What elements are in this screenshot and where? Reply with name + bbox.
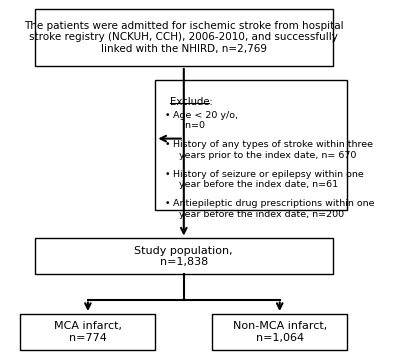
Text: History of seizure or epilepsy within one
  year before the index date, n=61: History of seizure or epilepsy within on… — [173, 170, 364, 189]
Text: Exclude:: Exclude: — [170, 97, 212, 106]
Text: Antiepileptic drug prescriptions within one
  year before the index date, n=200: Antiepileptic drug prescriptions within … — [173, 199, 375, 219]
FancyBboxPatch shape — [35, 239, 333, 274]
FancyBboxPatch shape — [35, 9, 333, 66]
Text: Age < 20 y/o,
    n=0: Age < 20 y/o, n=0 — [173, 111, 238, 130]
Text: •: • — [164, 199, 170, 208]
Text: •: • — [164, 111, 170, 120]
FancyBboxPatch shape — [212, 314, 347, 350]
FancyBboxPatch shape — [20, 314, 155, 350]
Text: •: • — [164, 170, 170, 179]
Text: •: • — [164, 140, 170, 150]
Text: MCA infarct,
n=774: MCA infarct, n=774 — [54, 321, 122, 343]
Text: History of any types of stroke within three
  years prior to the index date, n= : History of any types of stroke within th… — [173, 140, 373, 160]
Text: The patients were admitted for ischemic stroke from hospital
stroke registry (NC: The patients were admitted for ischemic … — [24, 21, 344, 54]
Text: Non-MCA infarct,
n=1,064: Non-MCA infarct, n=1,064 — [232, 321, 327, 343]
FancyBboxPatch shape — [155, 80, 347, 210]
Text: Study population,
n=1,838: Study population, n=1,838 — [134, 246, 233, 267]
